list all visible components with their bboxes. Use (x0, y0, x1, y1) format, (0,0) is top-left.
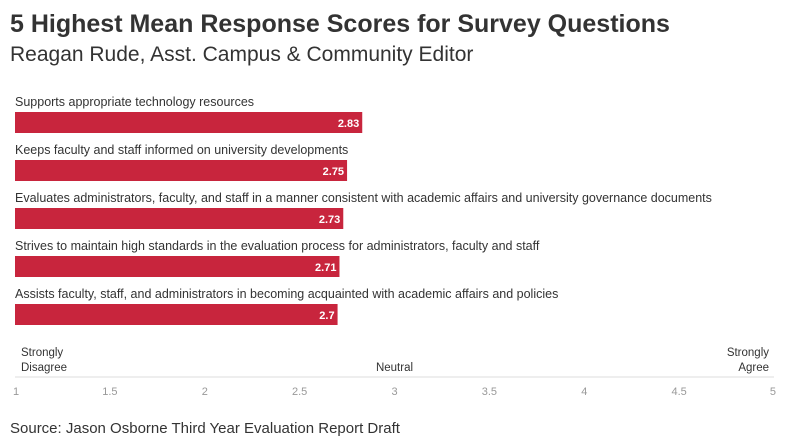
value-label: 2.75 (323, 166, 344, 178)
bar (15, 112, 363, 133)
scale-label-high: Strongly (727, 347, 769, 359)
x-tick-label: 2.5 (292, 386, 307, 398)
bar (15, 208, 344, 229)
category-label: Keeps faculty and staff informed on univ… (15, 143, 348, 157)
source-note: Source: Jason Osborne Third Year Evaluat… (10, 420, 400, 437)
x-tick-label: 4 (581, 386, 587, 398)
category-label: Evaluates administrators, faculty, and s… (15, 191, 712, 205)
scale-label-high: Agree (738, 362, 769, 374)
value-label: 2.71 (315, 262, 336, 274)
value-label: 2.83 (338, 118, 359, 130)
x-tick-label: 4.5 (671, 386, 686, 398)
bar (15, 160, 348, 181)
x-tick-label: 5 (770, 386, 776, 398)
x-tick-label: 3.5 (482, 386, 497, 398)
x-tick-label: 3 (391, 386, 397, 398)
chart-subtitle: Reagan Rude, Asst. Campus & Community Ed… (10, 43, 474, 66)
category-label: Supports appropriate technology resource… (15, 95, 254, 109)
bar (15, 256, 340, 277)
chart-title: 5 Highest Mean Response Scores for Surve… (10, 10, 670, 38)
x-tick-label: 2 (202, 386, 208, 398)
scale-label-low: Disagree (21, 362, 67, 374)
category-label: Strives to maintain high standards in th… (15, 239, 540, 253)
x-tick-label: 1.5 (102, 386, 117, 398)
scale-label-mid: Neutral (376, 362, 413, 374)
x-tick-label: 1 (13, 386, 19, 398)
bar (15, 304, 338, 325)
scale-label-low: Strongly (21, 347, 63, 359)
category-label: Assists faculty, staff, and administrato… (15, 287, 558, 301)
value-label: 2.73 (319, 214, 340, 226)
value-label: 2.7 (319, 310, 334, 322)
